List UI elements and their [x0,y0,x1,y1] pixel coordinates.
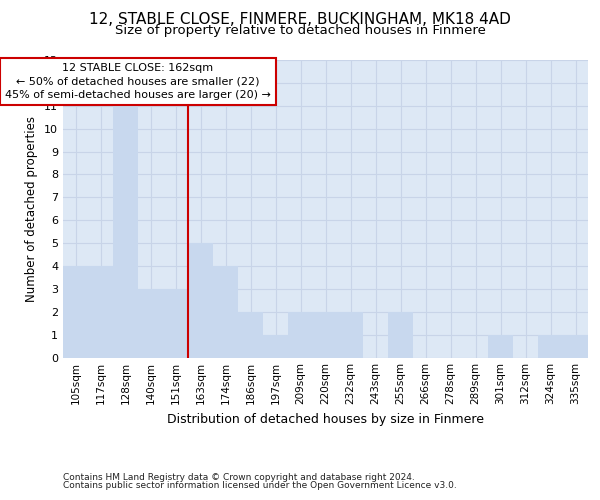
Bar [213,266,238,358]
Bar [188,243,213,358]
Bar [113,106,138,358]
Bar [538,334,563,357]
Bar [238,312,263,358]
Bar [563,334,588,357]
Bar [288,312,313,358]
Text: Size of property relative to detached houses in Finmere: Size of property relative to detached ho… [115,24,485,37]
Bar [163,289,188,358]
Bar [313,312,338,358]
Y-axis label: Number of detached properties: Number of detached properties [25,116,38,302]
Bar [263,334,288,357]
Text: Contains HM Land Registry data © Crown copyright and database right 2024.: Contains HM Land Registry data © Crown c… [63,472,415,482]
Bar [88,266,113,358]
Bar [488,334,513,357]
Text: 12 STABLE CLOSE: 162sqm
← 50% of detached houses are smaller (22)
45% of semi-de: 12 STABLE CLOSE: 162sqm ← 50% of detache… [5,64,271,100]
Bar [63,266,88,358]
Text: 12, STABLE CLOSE, FINMERE, BUCKINGHAM, MK18 4AD: 12, STABLE CLOSE, FINMERE, BUCKINGHAM, M… [89,12,511,28]
X-axis label: Distribution of detached houses by size in Finmere: Distribution of detached houses by size … [167,413,484,426]
Bar [138,289,163,358]
Bar [338,312,363,358]
Bar [388,312,413,358]
Text: Contains public sector information licensed under the Open Government Licence v3: Contains public sector information licen… [63,481,457,490]
